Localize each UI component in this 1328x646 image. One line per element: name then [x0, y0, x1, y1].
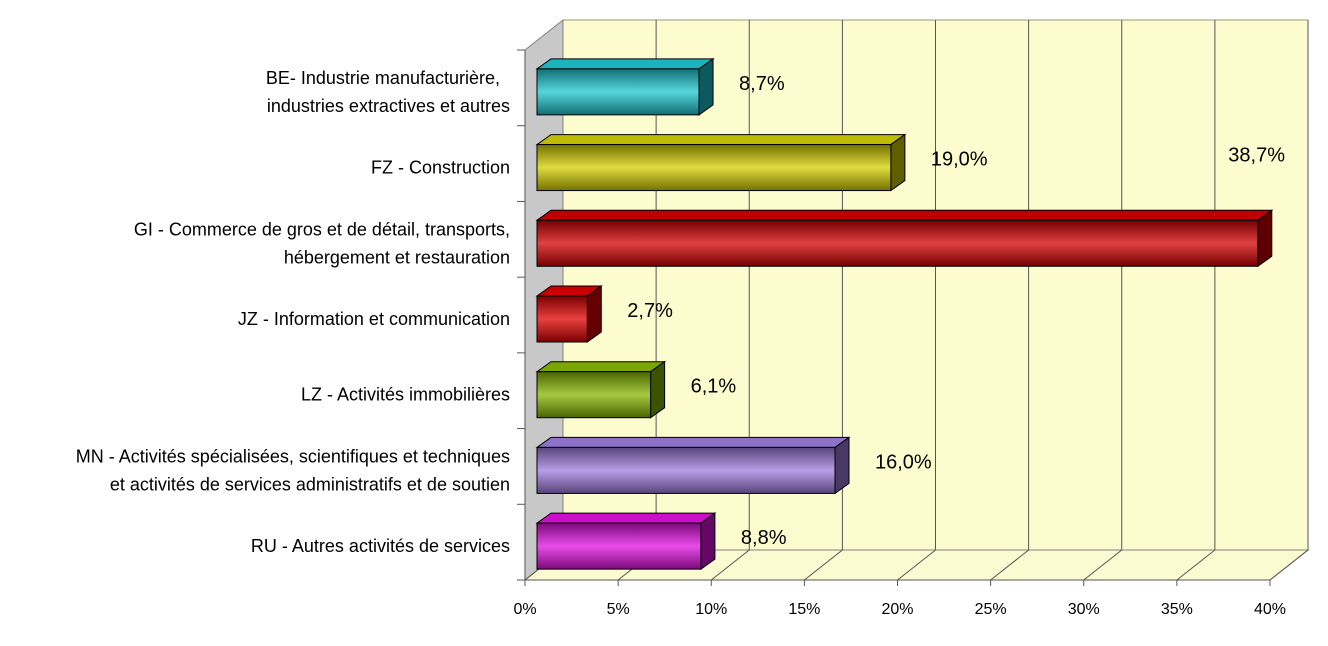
x-tick-label: 25% [975, 601, 1007, 618]
x-tick-label: 5% [607, 601, 630, 618]
bar-side-face [834, 436, 850, 495]
bar-side-face [700, 512, 716, 571]
bar-side-face [1257, 209, 1273, 268]
category-label: JZ - Information et communication [238, 309, 510, 329]
bar-front-face [536, 144, 892, 192]
floor-gridline [710, 549, 750, 581]
category-label-line: BE- Industrie manufacturière, [266, 68, 500, 88]
category-label: GI - Commerce de gros et de détail, tran… [134, 219, 510, 267]
bar-side-face [890, 133, 906, 192]
category-label: LZ - Activités immobilières [301, 385, 510, 405]
bar [535, 285, 603, 343]
value-label: 38,7% [1228, 145, 1285, 167]
category-label-line: GI - Commerce de gros et de détail, tran… [134, 219, 510, 239]
bar [535, 360, 667, 419]
x-tick-label: 40% [1254, 601, 1286, 618]
value-label: 8,8% [741, 527, 787, 549]
x-tick-label: 0% [513, 601, 536, 618]
bar-front-face [536, 522, 702, 570]
bar-front-face [536, 295, 588, 343]
category-label-line: hébergement et restauration [284, 247, 510, 267]
bar-top-face [535, 209, 1274, 221]
x-tick-label: 20% [881, 601, 913, 618]
category-label: BE- Industrie manufacturière, industries … [266, 68, 510, 116]
bar-side-face [698, 57, 714, 116]
floor-gridline [1083, 549, 1123, 581]
category-label-line: industries extractives et autres [267, 96, 510, 116]
x-tick-label: 15% [788, 601, 820, 618]
x-tick-label: 10% [695, 601, 727, 618]
bar [535, 57, 715, 116]
category-label: FZ - Construction [371, 158, 510, 178]
bar [535, 133, 907, 192]
bar-top-face [535, 134, 907, 146]
x-tick-label: 30% [1068, 601, 1100, 618]
bar [535, 209, 1274, 268]
floor-gridline [897, 549, 936, 581]
category-label: RU - Autres activités de services [251, 536, 510, 556]
value-label: 6,1% [691, 376, 737, 398]
value-label: 8,7% [739, 73, 785, 95]
bar [535, 436, 851, 495]
bar-front-face [536, 219, 1259, 267]
x-tick-label: 35% [1161, 601, 1193, 618]
floor-gridline [1176, 549, 1216, 581]
bar-top-face [535, 361, 667, 373]
value-label: 19,0% [931, 149, 988, 171]
floor-gridline [804, 549, 843, 581]
bar-top-face [535, 436, 851, 448]
bar-front-face [536, 68, 700, 116]
bar-top-face [535, 58, 715, 70]
category-label: MN - Activités spécialisées, scientifiqu… [76, 446, 510, 494]
bar-front-face [536, 446, 836, 494]
bar-top-face [535, 512, 717, 524]
value-label: 16,0% [875, 451, 932, 473]
floor-gridline [1269, 549, 1309, 581]
bar-side-face [586, 285, 602, 343]
bar-front-face [536, 371, 652, 419]
bar-side-face [650, 360, 666, 419]
bar [535, 512, 717, 571]
floor-gridline [990, 549, 1029, 581]
category-label-line: MN - Activités spécialisées, scientifiqu… [76, 446, 510, 466]
value-label: 2,7% [627, 300, 673, 322]
category-label-line: et activités de services administratifs … [110, 474, 510, 494]
